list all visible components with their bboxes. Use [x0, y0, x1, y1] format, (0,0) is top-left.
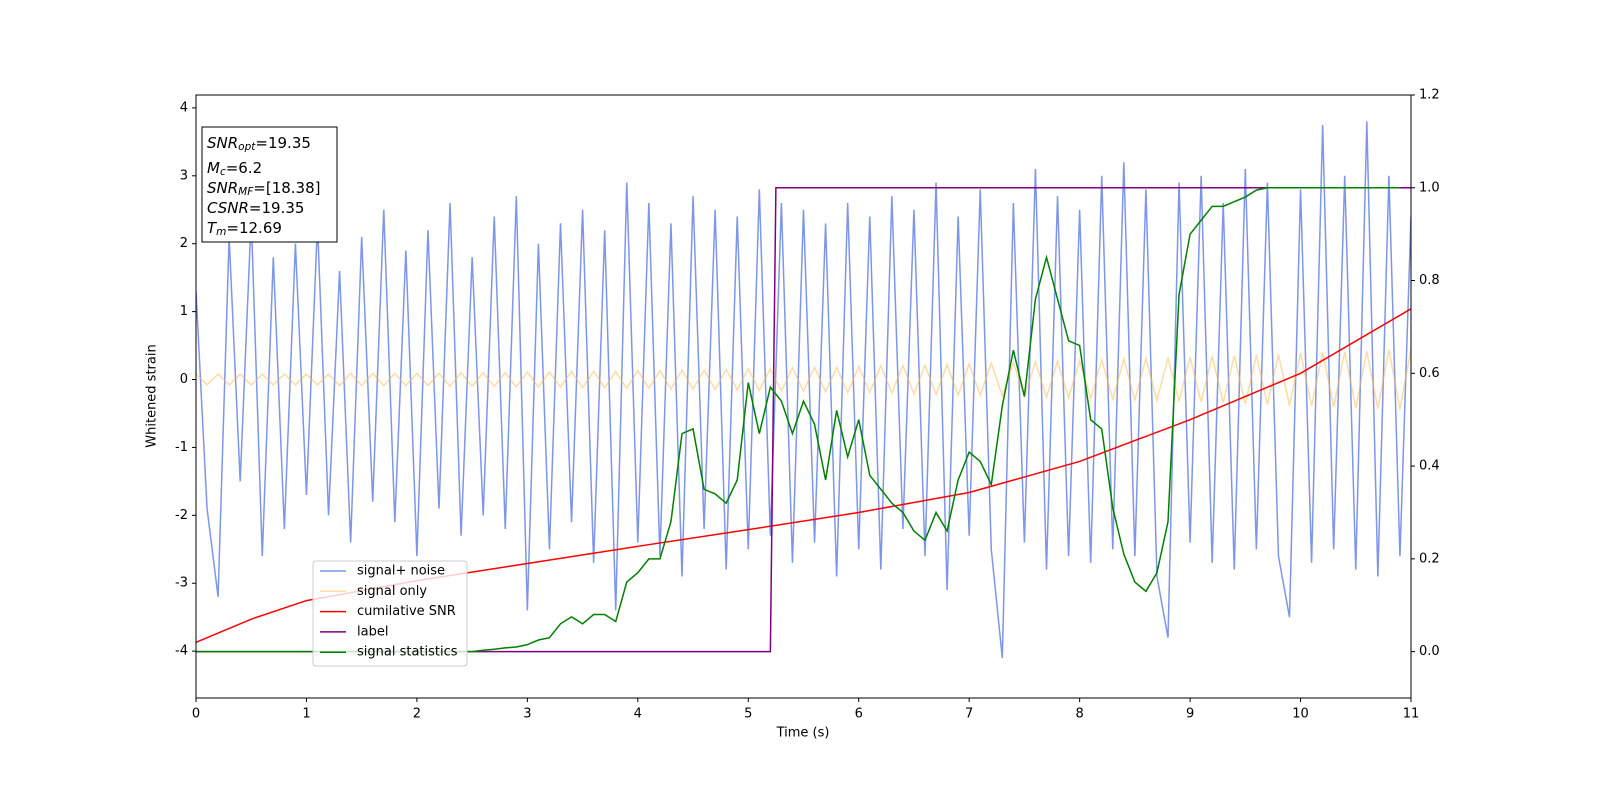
legend-label: signal+ noise [357, 564, 445, 579]
annotation-line: Mc=6.2 [207, 159, 262, 179]
legend-label: cumilative SNR [357, 604, 456, 619]
annotation-symbol: M [207, 159, 220, 177]
annotation-symbol: SNR [207, 179, 238, 197]
x-tick-label: 4 [634, 707, 642, 722]
annotation-line: SNRMF=[18.38] [207, 179, 321, 199]
y2-tick-label: 0.2 [1419, 551, 1440, 566]
x-tick-label: 3 [523, 707, 531, 722]
annotation-line: CSNR=19.35 [207, 199, 304, 217]
annotation-subscript: c [220, 166, 226, 178]
annotation-symbol: T [207, 219, 218, 237]
y2-tick-label: 0.0 [1419, 644, 1440, 659]
y-axis-label: Whitened strain [145, 344, 160, 447]
y-tick-label: -3 [175, 576, 188, 591]
series-line [196, 187, 1411, 653]
x-axis-label: Time (s) [776, 726, 830, 741]
y2-tick-label: 1.2 [1419, 88, 1440, 103]
x-tick-label: 9 [1186, 707, 1194, 722]
series-line [196, 308, 1411, 644]
y2-tick-label: 0.8 [1419, 273, 1440, 288]
x-tick-label: 6 [855, 707, 863, 722]
x-tick-label: 2 [413, 707, 421, 722]
annotation-value: =19.35 [249, 199, 305, 217]
annotation-subscript: m [216, 226, 226, 238]
legend-label: label [357, 624, 388, 639]
annotation-value: =12.69 [226, 219, 282, 237]
legend-label: signal only [357, 584, 427, 599]
series-line [196, 121, 1411, 659]
annotation-symbol: SNR [207, 134, 238, 152]
annotation-symbol: CSNR [207, 199, 249, 217]
annotation-subscript: MF [238, 186, 254, 198]
y2-tick-label: 0.6 [1419, 366, 1440, 381]
x-tick-label: 0 [192, 707, 200, 722]
x-tick-label: 10 [1292, 707, 1309, 722]
y-tick-label: 4 [180, 100, 188, 115]
legend-frame [312, 560, 468, 667]
y2-tick-label: 0.4 [1419, 459, 1440, 474]
x-tick-label: 7 [965, 707, 973, 722]
annotation-line: SNRopt=19.35 [207, 134, 311, 154]
y2-tick-label: 1.0 [1419, 180, 1440, 195]
plot-frame [195, 94, 1412, 699]
y-tick-label: 0 [180, 372, 188, 387]
annotation-box: SNRopt=19.35Mc=6.2SNRMF=[18.38]CSNR=19.3… [201, 126, 338, 243]
y-tick-label: 1 [180, 304, 188, 319]
annotation-value: =19.35 [255, 134, 311, 152]
annotation-frame [201, 126, 338, 243]
y-tick-label: 2 [180, 236, 188, 251]
x-tick-label: 11 [1403, 707, 1420, 722]
x-tick-label: 8 [1075, 707, 1083, 722]
annotation-subscript: opt [238, 141, 256, 153]
y-tick-label: -1 [175, 440, 188, 455]
y-tick-label: -2 [175, 508, 188, 523]
plot-layer [196, 121, 1411, 659]
y-tick-label: 3 [180, 168, 188, 183]
x-tick-label: 1 [302, 707, 310, 722]
legend-label: signal statistics [357, 645, 458, 660]
legend: signal+ noise signal only cumilative SNR la… [312, 560, 468, 667]
y-tick-label: -4 [175, 644, 188, 659]
series-line [196, 348, 1411, 410]
annotation-line: Tm=12.69 [207, 219, 282, 239]
x-tick-label: 5 [744, 707, 752, 722]
annotation-value: =6.2 [226, 159, 262, 177]
annotation-value: =[18.38] [253, 179, 320, 197]
